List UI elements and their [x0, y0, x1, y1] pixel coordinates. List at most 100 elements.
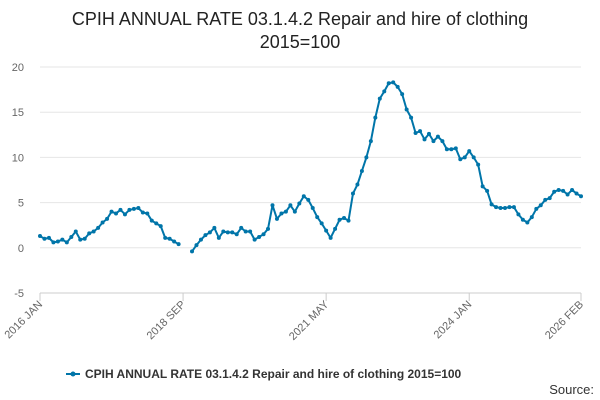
data-point[interactable] — [324, 228, 329, 233]
data-point[interactable] — [301, 194, 306, 199]
data-point[interactable] — [73, 229, 78, 234]
data-point[interactable] — [395, 84, 400, 89]
data-point[interactable] — [502, 206, 507, 211]
data-point[interactable] — [270, 203, 275, 208]
data-point[interactable] — [203, 233, 208, 238]
legend-item-label[interactable]: CPIH ANNUAL RATE 03.1.4.2 Repair and hir… — [85, 367, 462, 381]
data-point[interactable] — [283, 209, 288, 214]
data-point[interactable] — [359, 168, 364, 173]
data-point[interactable] — [422, 137, 427, 142]
data-point[interactable] — [91, 229, 96, 234]
data-point[interactable] — [467, 149, 472, 154]
data-point[interactable] — [158, 224, 163, 229]
data-point[interactable] — [109, 209, 114, 214]
data-point[interactable] — [431, 139, 436, 144]
data-point[interactable] — [440, 139, 445, 144]
data-point[interactable] — [243, 229, 248, 234]
data-point[interactable] — [292, 209, 297, 214]
data-point[interactable] — [198, 237, 203, 242]
data-point[interactable] — [391, 80, 396, 85]
data-point[interactable] — [556, 187, 561, 192]
data-point[interactable] — [520, 217, 525, 222]
data-point[interactable] — [579, 194, 583, 199]
data-point[interactable] — [337, 217, 342, 222]
data-point[interactable] — [145, 211, 150, 216]
data-point[interactable] — [342, 215, 347, 220]
data-point[interactable] — [176, 242, 181, 247]
data-point[interactable] — [279, 211, 284, 216]
data-point[interactable] — [462, 155, 467, 160]
data-point[interactable] — [225, 230, 230, 235]
data-point[interactable] — [266, 226, 271, 231]
data-point[interactable] — [234, 232, 239, 237]
data-point[interactable] — [149, 218, 154, 223]
data-point[interactable] — [136, 206, 141, 211]
data-point[interactable] — [64, 240, 69, 245]
data-point[interactable] — [511, 205, 516, 210]
data-point[interactable] — [494, 205, 499, 210]
data-point[interactable] — [386, 81, 391, 86]
data-point[interactable] — [100, 220, 105, 225]
data-point[interactable] — [319, 221, 324, 226]
data-point[interactable] — [212, 225, 217, 230]
data-point[interactable] — [131, 206, 136, 211]
data-point[interactable] — [547, 196, 552, 201]
data-point[interactable] — [297, 201, 302, 206]
legend[interactable]: CPIH ANNUAL RATE 03.1.4.2 Repair and hir… — [66, 367, 462, 381]
data-point[interactable] — [118, 207, 123, 212]
data-point[interactable] — [574, 191, 579, 196]
data-point[interactable] — [261, 232, 266, 237]
data-point[interactable] — [413, 130, 418, 135]
data-point[interactable] — [480, 184, 485, 189]
data-point[interactable] — [516, 212, 521, 217]
data-point[interactable] — [82, 236, 87, 241]
data-point[interactable] — [310, 206, 315, 211]
data-point[interactable] — [38, 234, 42, 239]
data-point[interactable] — [418, 129, 423, 134]
data-point[interactable] — [543, 197, 548, 202]
data-point[interactable] — [444, 147, 449, 152]
data-point[interactable] — [140, 210, 145, 215]
data-point[interactable] — [105, 216, 110, 221]
data-point[interactable] — [96, 225, 101, 230]
data-point[interactable] — [216, 235, 221, 240]
data-point[interactable] — [426, 131, 431, 136]
data-point[interactable] — [471, 155, 476, 160]
data-point[interactable] — [60, 237, 65, 242]
data-point[interactable] — [315, 215, 320, 220]
data-point[interactable] — [42, 236, 47, 241]
data-point[interactable] — [163, 235, 168, 240]
data-point[interactable] — [364, 155, 369, 160]
data-point[interactable] — [498, 206, 503, 211]
data-point[interactable] — [248, 229, 253, 234]
data-point[interactable] — [382, 89, 387, 94]
data-point[interactable] — [207, 230, 212, 235]
data-point[interactable] — [333, 226, 338, 231]
data-point[interactable] — [194, 243, 199, 248]
data-point[interactable] — [122, 212, 127, 217]
data-point[interactable] — [570, 187, 575, 192]
series-line[interactable] — [191, 81, 582, 252]
data-point[interactable] — [538, 203, 543, 208]
data-point[interactable] — [288, 203, 293, 208]
data-point[interactable] — [239, 225, 244, 230]
data-point[interactable] — [355, 182, 360, 187]
data-point[interactable] — [78, 237, 83, 242]
data-point[interactable] — [87, 231, 92, 236]
data-point[interactable] — [154, 221, 159, 226]
data-point[interactable] — [552, 189, 557, 194]
data-point[interactable] — [534, 206, 539, 211]
data-point[interactable] — [230, 230, 235, 235]
data-point[interactable] — [507, 205, 512, 210]
data-point[interactable] — [489, 202, 494, 207]
data-point[interactable] — [458, 157, 463, 162]
data-point[interactable] — [221, 229, 226, 234]
data-point[interactable] — [476, 162, 481, 167]
data-point[interactable] — [190, 249, 195, 254]
data-point[interactable] — [46, 235, 51, 240]
data-point[interactable] — [306, 197, 311, 202]
data-point[interactable] — [368, 139, 373, 144]
data-point[interactable] — [529, 215, 534, 220]
data-point[interactable] — [252, 237, 257, 242]
data-point[interactable] — [114, 211, 119, 216]
